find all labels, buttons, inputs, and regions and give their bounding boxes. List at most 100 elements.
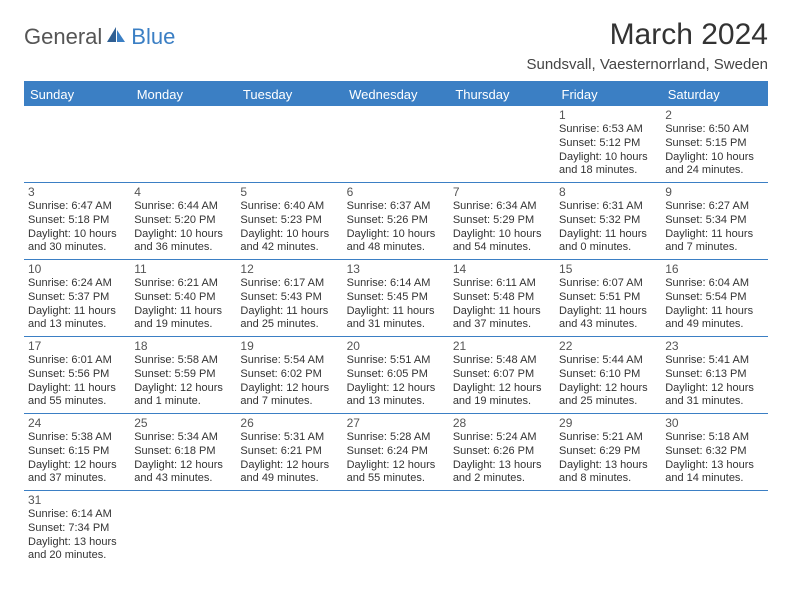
calendar-cell: 23Sunrise: 5:41 AMSunset: 6:13 PMDayligh… [661, 337, 767, 414]
daylight-text: and 2 minutes. [453, 472, 551, 486]
daylight-text: Daylight: 10 hours [134, 228, 232, 242]
sunset-text: Sunset: 6:18 PM [134, 445, 232, 459]
sunrise-text: Sunrise: 6:07 AM [559, 277, 657, 291]
sunrise-text: Sunrise: 5:51 AM [347, 354, 445, 368]
day-number: 8 [559, 185, 657, 199]
day-header-row: Sunday Monday Tuesday Wednesday Thursday… [24, 83, 768, 106]
calendar-cell: 17Sunrise: 6:01 AMSunset: 5:56 PMDayligh… [24, 337, 130, 414]
day-number: 5 [240, 185, 338, 199]
daylight-text: and 49 minutes. [665, 318, 763, 332]
sunrise-text: Sunrise: 5:48 AM [453, 354, 551, 368]
sunrise-text: Sunrise: 6:27 AM [665, 200, 763, 214]
daylight-text: Daylight: 10 hours [559, 151, 657, 165]
daylight-text: Daylight: 12 hours [134, 459, 232, 473]
day-number: 21 [453, 339, 551, 353]
sunset-text: Sunset: 5:18 PM [28, 214, 126, 228]
sunrise-text: Sunrise: 5:24 AM [453, 431, 551, 445]
calendar-cell: 19Sunrise: 5:54 AMSunset: 6:02 PMDayligh… [236, 337, 342, 414]
day-number: 11 [134, 262, 232, 276]
sunrise-text: Sunrise: 6:24 AM [28, 277, 126, 291]
sunrise-text: Sunrise: 6:53 AM [559, 123, 657, 137]
sunrise-text: Sunrise: 5:31 AM [240, 431, 338, 445]
day-number: 23 [665, 339, 763, 353]
daylight-text: Daylight: 10 hours [347, 228, 445, 242]
calendar-cell [236, 106, 342, 183]
daylight-text: and 55 minutes. [28, 395, 126, 409]
sunset-text: Sunset: 5:15 PM [665, 137, 763, 151]
daylight-text: Daylight: 12 hours [28, 459, 126, 473]
day-header: Wednesday [343, 83, 449, 106]
calendar-cell: 2Sunrise: 6:50 AMSunset: 5:15 PMDaylight… [661, 106, 767, 183]
calendar-cell: 4Sunrise: 6:44 AMSunset: 5:20 PMDaylight… [130, 183, 236, 260]
day-number: 24 [28, 416, 126, 430]
calendar-cell [343, 106, 449, 183]
sunrise-text: Sunrise: 6:04 AM [665, 277, 763, 291]
day-number: 31 [28, 493, 126, 507]
daylight-text: and 37 minutes. [453, 318, 551, 332]
daylight-text: Daylight: 11 hours [28, 382, 126, 396]
daylight-text: Daylight: 10 hours [28, 228, 126, 242]
calendar-cell: 27Sunrise: 5:28 AMSunset: 6:24 PMDayligh… [343, 414, 449, 491]
calendar-body: 1Sunrise: 6:53 AMSunset: 5:12 PMDaylight… [24, 106, 768, 567]
day-number: 18 [134, 339, 232, 353]
sunrise-text: Sunrise: 6:50 AM [665, 123, 763, 137]
daylight-text: and 48 minutes. [347, 241, 445, 255]
sunset-text: Sunset: 5:59 PM [134, 368, 232, 382]
calendar-cell [555, 491, 661, 568]
daylight-text: and 37 minutes. [28, 472, 126, 486]
sunset-text: Sunset: 5:23 PM [240, 214, 338, 228]
day-number: 20 [347, 339, 445, 353]
calendar-cell: 31Sunrise: 6:14 AMSunset: 7:34 PMDayligh… [24, 491, 130, 568]
daylight-text: Daylight: 10 hours [453, 228, 551, 242]
daylight-text: and 25 minutes. [559, 395, 657, 409]
sunset-text: Sunset: 5:20 PM [134, 214, 232, 228]
daylight-text: and 1 minute. [134, 395, 232, 409]
sunrise-text: Sunrise: 6:44 AM [134, 200, 232, 214]
day-number: 12 [240, 262, 338, 276]
day-number: 27 [347, 416, 445, 430]
calendar-cell: 14Sunrise: 6:11 AMSunset: 5:48 PMDayligh… [449, 260, 555, 337]
day-header: Monday [130, 83, 236, 106]
daylight-text: and 49 minutes. [240, 472, 338, 486]
brand-part2: Blue [131, 24, 175, 50]
sunset-text: Sunset: 6:21 PM [240, 445, 338, 459]
day-number: 14 [453, 262, 551, 276]
daylight-text: Daylight: 12 hours [240, 382, 338, 396]
day-number: 2 [665, 108, 763, 122]
sunrise-text: Sunrise: 6:40 AM [240, 200, 338, 214]
sunset-text: Sunset: 5:45 PM [347, 291, 445, 305]
sunrise-text: Sunrise: 6:37 AM [347, 200, 445, 214]
calendar-cell: 11Sunrise: 6:21 AMSunset: 5:40 PMDayligh… [130, 260, 236, 337]
calendar-cell [24, 106, 130, 183]
calendar-cell: 3Sunrise: 6:47 AMSunset: 5:18 PMDaylight… [24, 183, 130, 260]
daylight-text: and 19 minutes. [134, 318, 232, 332]
daylight-text: and 20 minutes. [28, 549, 126, 563]
calendar-cell: 15Sunrise: 6:07 AMSunset: 5:51 PMDayligh… [555, 260, 661, 337]
title-block: March 2024 Sundsvall, Vaesternorrland, S… [526, 18, 768, 73]
daylight-text: Daylight: 13 hours [559, 459, 657, 473]
sunset-text: Sunset: 5:54 PM [665, 291, 763, 305]
day-number: 10 [28, 262, 126, 276]
calendar-cell [449, 491, 555, 568]
calendar-cell: 6Sunrise: 6:37 AMSunset: 5:26 PMDaylight… [343, 183, 449, 260]
sunrise-text: Sunrise: 5:58 AM [134, 354, 232, 368]
daylight-text: and 25 minutes. [240, 318, 338, 332]
sunset-text: Sunset: 5:51 PM [559, 291, 657, 305]
sunrise-text: Sunrise: 5:54 AM [240, 354, 338, 368]
daylight-text: and 19 minutes. [453, 395, 551, 409]
daylight-text: and 43 minutes. [559, 318, 657, 332]
calendar-cell: 20Sunrise: 5:51 AMSunset: 6:05 PMDayligh… [343, 337, 449, 414]
daylight-text: Daylight: 12 hours [347, 459, 445, 473]
calendar-cell [130, 106, 236, 183]
daylight-text: and 54 minutes. [453, 241, 551, 255]
sunrise-text: Sunrise: 6:47 AM [28, 200, 126, 214]
day-number: 6 [347, 185, 445, 199]
daylight-text: Daylight: 11 hours [665, 228, 763, 242]
sunrise-text: Sunrise: 6:14 AM [28, 508, 126, 522]
daylight-text: and 13 minutes. [347, 395, 445, 409]
calendar-cell: 28Sunrise: 5:24 AMSunset: 6:26 PMDayligh… [449, 414, 555, 491]
calendar-cell [661, 491, 767, 568]
daylight-text: and 43 minutes. [134, 472, 232, 486]
day-number: 29 [559, 416, 657, 430]
daylight-text: and 0 minutes. [559, 241, 657, 255]
